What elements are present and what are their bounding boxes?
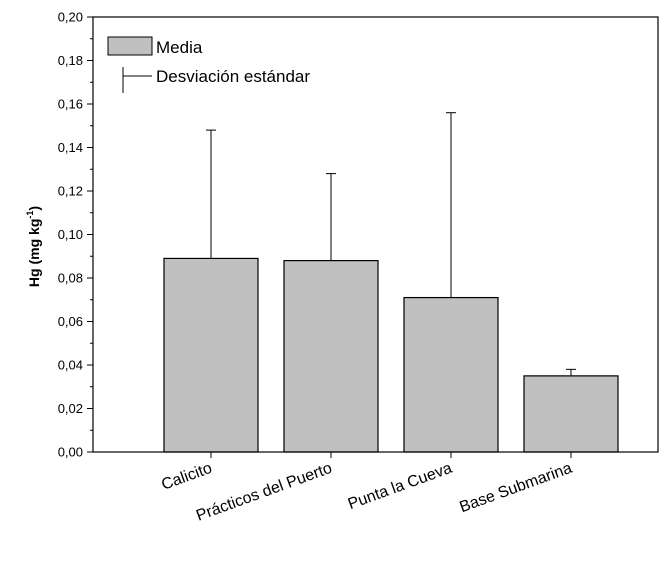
legend-label-media: Media — [156, 38, 203, 57]
y-tick-label-7: 0,14 — [58, 140, 83, 155]
x-category-label-4: Base Submarina — [457, 460, 574, 516]
x-category-label-1: Calicito — [159, 460, 214, 494]
error-bars-layer — [206, 112, 576, 376]
y-tick-label-6: 0,12 — [58, 184, 83, 199]
bar-4 — [523, 375, 619, 453]
y-tick-label-9: 0,18 — [58, 53, 83, 68]
y-tick-label-4: 0,08 — [58, 271, 83, 286]
y-tick-label-10: 0,20 — [58, 10, 83, 25]
y-tick-label-1: 0,02 — [58, 401, 83, 416]
y-tick-label-5: 0,10 — [58, 227, 83, 242]
bar-3 — [403, 296, 499, 453]
y-tick-label-3: 0,06 — [58, 314, 83, 329]
y-axis-label-main: Hg (mg kg — [26, 219, 42, 287]
y-tick-label-8: 0,16 — [58, 97, 83, 112]
y-axis-label-superscript: -1 — [25, 211, 35, 219]
y-axis-label: Hg (mg kg-1) — [25, 206, 42, 287]
y-axis-label-close: ) — [26, 206, 42, 211]
legend-label-std-dev: Desviación estándar — [156, 67, 310, 86]
bar-1 — [163, 257, 259, 453]
x-category-label-2: Prácticos del Puerto — [194, 460, 334, 525]
bar-2 — [283, 260, 379, 453]
x-category-label-3: Punta la Cueva — [346, 460, 455, 513]
legend: Media Desviación estándar — [107, 36, 310, 93]
y-axis-ticks: 0,00 0,02 0,04 0,06 0,08 0,10 0,12 0,14 0,16 0,18… — [58, 10, 93, 460]
legend-error-bar-icon — [122, 67, 152, 93]
legend-swatch-media — [107, 36, 153, 56]
bars-layer — [163, 257, 619, 453]
y-tick-label-0: 0,00 — [58, 445, 83, 460]
y-tick-label-2: 0,04 — [58, 358, 83, 373]
